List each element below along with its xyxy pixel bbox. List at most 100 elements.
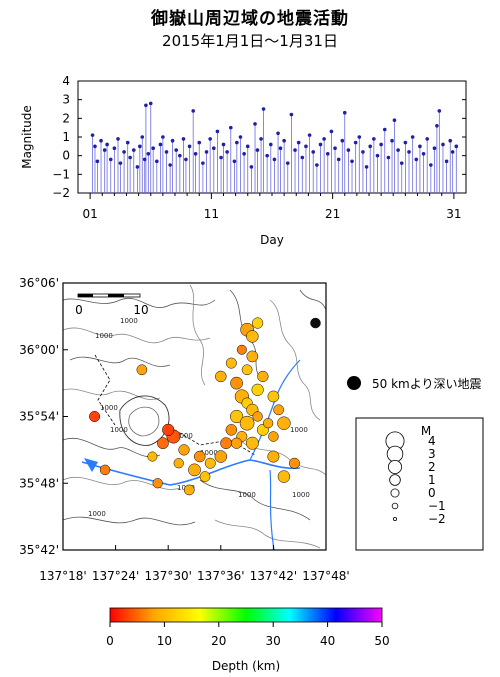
map-y-tick-label: 35°42'	[19, 543, 59, 557]
magnitude-point	[418, 144, 422, 149]
magnitude-point	[99, 138, 103, 143]
deep-quake-legend-marker	[347, 376, 361, 390]
magnitude-point	[148, 101, 153, 106]
size-legend-circle	[390, 488, 400, 498]
time-plot-y-axis: −2 −1 0 1 2 3 4	[52, 74, 466, 200]
magnitude-point	[403, 140, 408, 145]
magnitude-point	[410, 135, 415, 139]
magnitude-point	[116, 137, 120, 141]
earthquake-marker	[194, 450, 206, 463]
magnitude-point	[392, 118, 397, 122]
magnitude-point	[346, 148, 351, 152]
earthquake-marker	[89, 411, 101, 422]
magnitude-point	[245, 144, 250, 149]
magnitude-point	[90, 133, 95, 137]
magnitude-point	[357, 135, 362, 139]
contour-label: 1000	[120, 317, 138, 325]
magnitude-point	[158, 142, 163, 147]
earthquake-marker	[236, 344, 247, 355]
magnitude-point	[322, 137, 326, 141]
size-legend-title: M	[421, 424, 431, 438]
deep-quake-legend-label: 50 kmより深い地震	[372, 377, 481, 391]
map-y-tick-label: 35°54'	[19, 410, 59, 424]
magnitude-point	[435, 124, 439, 128]
magnitude-point	[232, 159, 237, 164]
colorbar-tick-label: 50	[374, 634, 389, 648]
magnitude-point	[151, 146, 155, 150]
magnitude-point	[296, 140, 301, 145]
magnitude-point	[353, 140, 358, 145]
magnitude-point	[340, 138, 345, 143]
size-legend-label: 0	[428, 486, 436, 500]
time-plot-y-tick-label: 2	[62, 111, 70, 125]
magnitude-point	[228, 125, 233, 130]
earthquake-marker	[225, 424, 238, 436]
colorbar-tick-label: 30	[266, 634, 281, 648]
magnitude-point	[138, 144, 142, 149]
earthquake-marker	[173, 458, 184, 469]
earthquake-marker	[229, 409, 244, 424]
magnitude-point	[382, 127, 387, 132]
contour-label: 1000	[100, 404, 118, 412]
earthquake-marker	[239, 415, 255, 431]
magnitude-point	[238, 135, 243, 139]
time-plot-x-tick-label: 01	[82, 207, 97, 221]
earthquake-marker	[252, 411, 263, 422]
magnitude-point	[221, 142, 226, 147]
earthquake-marker	[214, 450, 228, 463]
size-legend-circle	[386, 445, 404, 463]
magnitude-point	[102, 148, 107, 152]
magnitude-point	[407, 150, 411, 154]
magnitude-point	[375, 153, 380, 158]
time-plot-frame	[77, 80, 467, 194]
magnitude-point	[161, 135, 165, 139]
earthquake-marker	[199, 471, 211, 482]
magnitude-point	[448, 138, 453, 143]
magnitude-point	[204, 150, 209, 154]
earthquake-marker	[230, 437, 243, 449]
time-plot-xlabel: Day	[260, 233, 284, 247]
magnitude-point	[140, 135, 145, 139]
earthquake-marker	[277, 470, 291, 483]
magnitude-point	[108, 157, 113, 162]
earthquake-marker	[215, 370, 227, 383]
magnitude-point	[112, 146, 117, 150]
time-plot-stems	[92, 103, 457, 193]
contour-label: 1000	[290, 426, 308, 434]
earthquake-marker	[147, 451, 158, 462]
size-legend-label: 3	[428, 447, 436, 461]
magnitude-point	[215, 129, 220, 134]
time-plot-x-axis: 01 11 21 31	[82, 193, 462, 221]
magnitude-point	[300, 155, 305, 160]
magnitude-point	[208, 137, 212, 141]
colorbar-tick-label: 10	[157, 634, 172, 648]
earthquake-marker	[246, 350, 259, 363]
magnitude-point	[437, 109, 442, 113]
magnitude-point	[146, 152, 151, 156]
magnitude-point	[191, 109, 195, 113]
magnitude-point	[432, 146, 437, 150]
magnitude-point	[201, 161, 205, 165]
earthquake-marker	[204, 457, 216, 469]
contour-label: 1000	[110, 426, 128, 434]
map-y-axis: 35°42' 35°48' 35°54' 36°00' 36°06'	[19, 276, 68, 557]
colorbar-tick-label: 20	[211, 634, 226, 648]
magnitude-point	[170, 138, 175, 143]
magnitude-point	[276, 131, 280, 136]
colorbar-tick-label: 40	[320, 634, 335, 648]
magnitude-point	[225, 150, 229, 154]
magnitude-point	[325, 152, 330, 156]
earthquake-marker	[99, 464, 111, 476]
magnitude-point	[311, 150, 316, 154]
earthquake-marker	[263, 418, 274, 429]
time-plot-y-tick-label: −2	[52, 186, 70, 200]
magnitude-point	[249, 165, 254, 169]
time-plot-y-tick-label: −1	[52, 167, 70, 181]
earthquake-marker	[246, 330, 259, 343]
magnitude-point	[386, 155, 391, 160]
map-x-tick-label: 137°18'	[39, 569, 86, 583]
magnitude-point	[336, 157, 341, 162]
